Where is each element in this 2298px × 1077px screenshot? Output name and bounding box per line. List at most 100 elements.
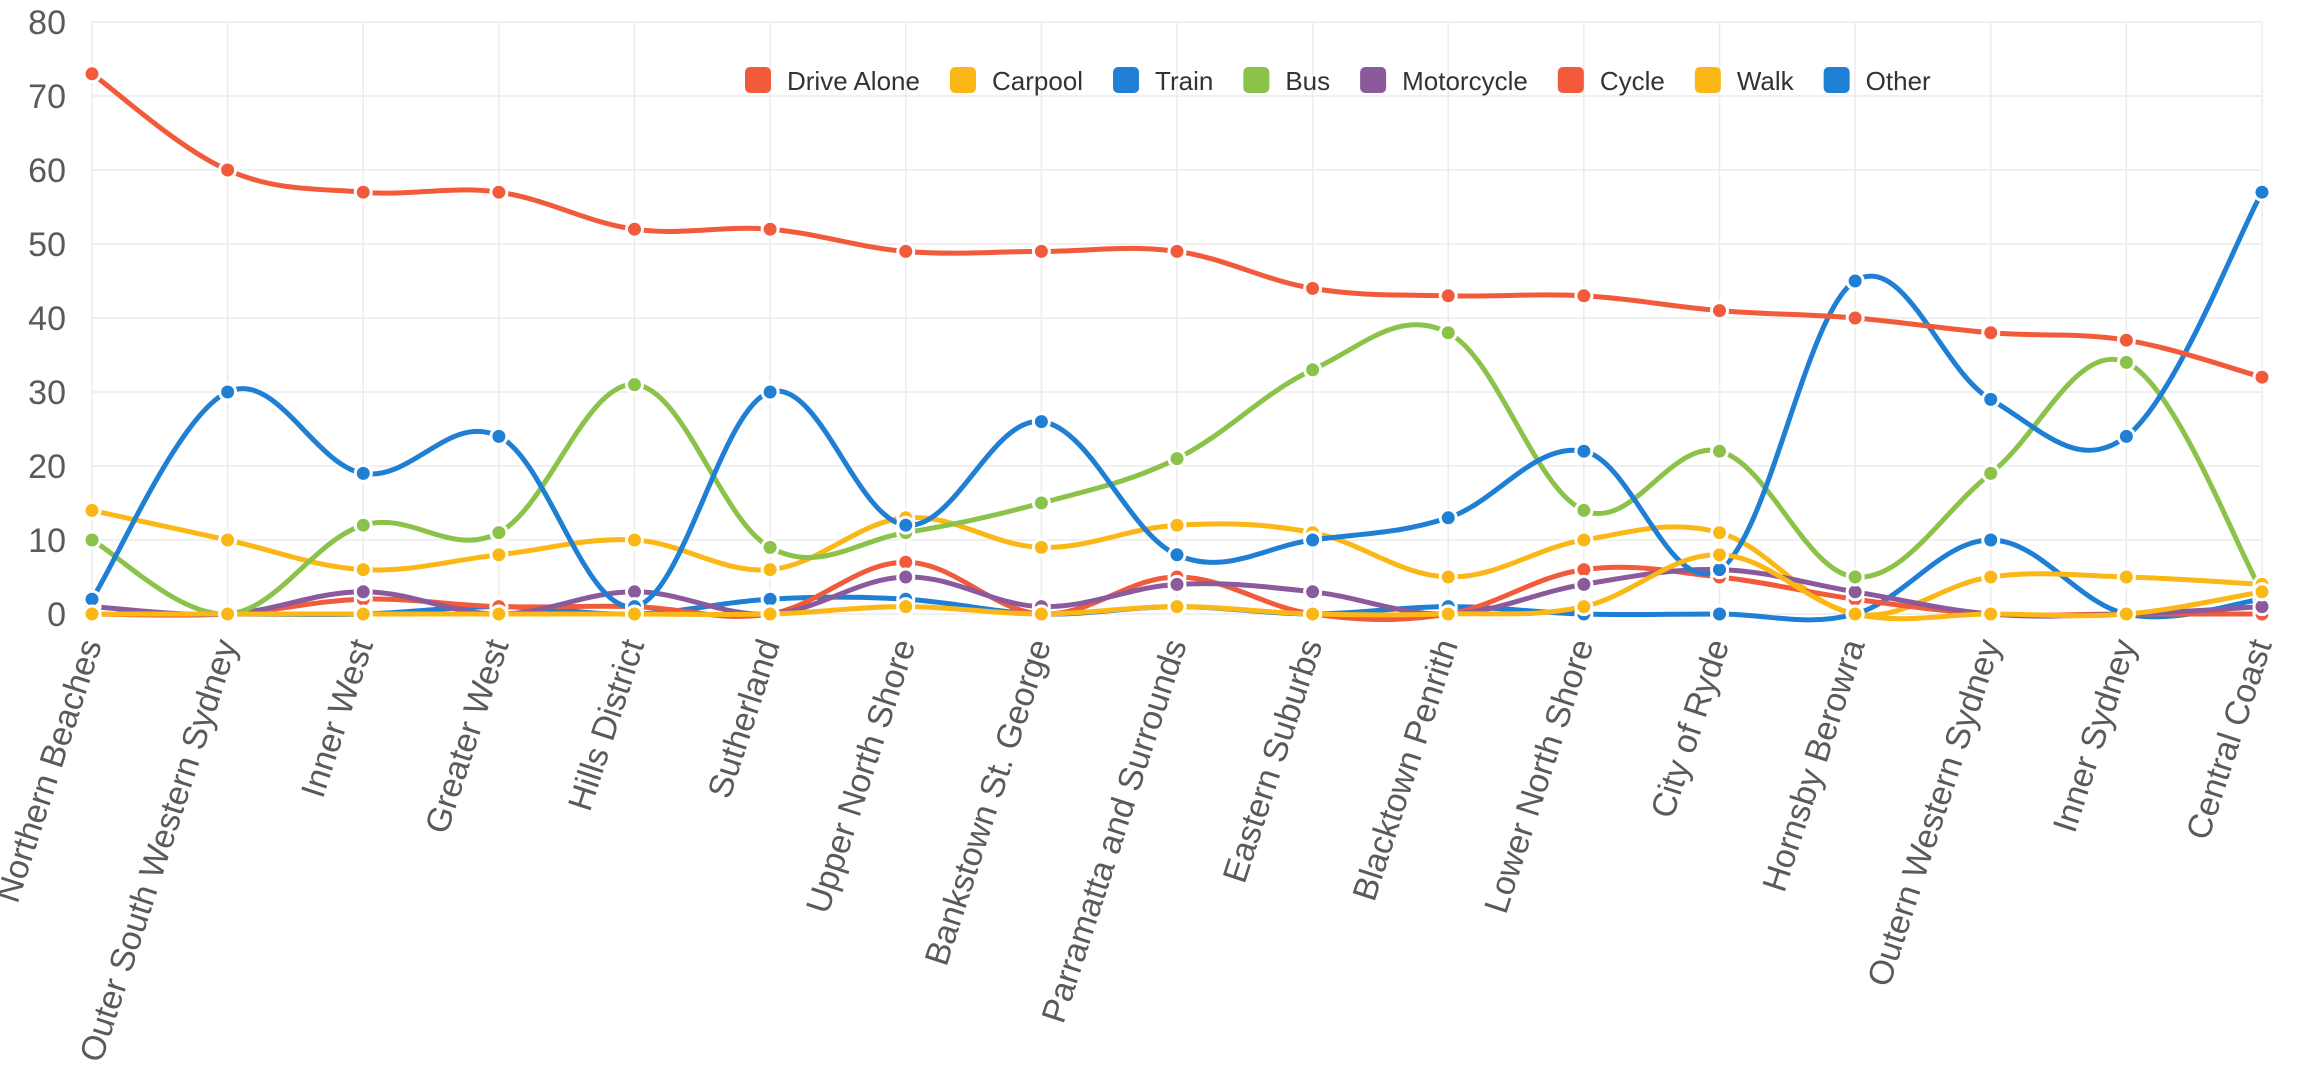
data-point-drive-alone[interactable]	[1031, 241, 1051, 261]
data-point-carpool[interactable]	[82, 604, 102, 624]
legend[interactable]: Drive Alone Carpool Train Bus Motorcycle Cycl…	[745, 66, 1931, 96]
legend-item-train[interactable]: Train	[1113, 66, 1213, 96]
data-point-train[interactable]	[1574, 441, 1594, 461]
data-point-train[interactable]	[1303, 530, 1323, 550]
y-tick-label: 80	[28, 4, 66, 42]
data-point-walk[interactable]	[218, 530, 238, 550]
legend-item-motorcycle[interactable]: Motorcycle	[1360, 66, 1528, 96]
legend-item-cycle[interactable]: Cycle	[1557, 66, 1665, 96]
data-point-bus[interactable]	[489, 523, 509, 543]
data-point-bus[interactable]	[1303, 360, 1323, 380]
data-point-walk[interactable]	[625, 530, 644, 550]
x-tick-label: Lower North Shore	[1477, 635, 1601, 918]
data-point-drive-alone[interactable]	[1981, 323, 2001, 343]
data-point-train[interactable]	[2116, 426, 2136, 446]
data-point-walk[interactable]	[2116, 567, 2136, 587]
data-point-drive-alone[interactable]	[896, 241, 916, 261]
data-point-drive-alone[interactable]	[1167, 241, 1187, 261]
data-point-train[interactable]	[1845, 271, 1865, 291]
data-point-bus[interactable]	[760, 537, 780, 557]
data-point-drive-alone[interactable]	[1845, 308, 1865, 328]
data-point-carpool[interactable]	[1981, 604, 2001, 624]
data-point-motorcycle[interactable]	[1303, 582, 1323, 602]
data-point-bus[interactable]	[625, 375, 644, 395]
data-point-bus[interactable]	[1574, 500, 1594, 520]
data-point-train[interactable]	[760, 382, 780, 402]
data-point-carpool[interactable]	[1710, 545, 1729, 565]
data-point-carpool[interactable]	[218, 604, 238, 624]
data-point-carpool[interactable]	[489, 604, 509, 624]
data-point-train[interactable]	[2252, 182, 2272, 202]
data-point-train[interactable]	[1981, 389, 2001, 409]
data-point-bus[interactable]	[1167, 449, 1187, 469]
legend-label: Train	[1155, 66, 1213, 96]
data-point-train[interactable]	[489, 426, 509, 446]
data-point-carpool[interactable]	[1167, 597, 1187, 617]
y-axis: 0 10 20 30 40 50 60 70 80	[28, 4, 66, 634]
legend-item-other[interactable]: Other	[1823, 66, 1931, 96]
data-point-train[interactable]	[353, 463, 373, 483]
data-point-bus[interactable]	[2116, 352, 2136, 372]
data-point-carpool[interactable]	[2116, 604, 2136, 624]
data-point-drive-alone[interactable]	[2252, 367, 2272, 387]
data-point-bus[interactable]	[1031, 493, 1051, 513]
data-point-drive-alone[interactable]	[1710, 301, 1729, 321]
legend-label: Cycle	[1600, 66, 1665, 96]
data-point-carpool[interactable]	[1438, 604, 1458, 624]
legend-item-drive-alone[interactable]: Drive Alone	[745, 66, 920, 96]
data-point-drive-alone[interactable]	[760, 219, 780, 239]
data-point-drive-alone[interactable]	[218, 160, 238, 180]
data-point-walk[interactable]	[82, 500, 102, 520]
data-point-walk[interactable]	[1438, 567, 1458, 587]
data-point-other[interactable]	[1981, 530, 2001, 550]
data-point-carpool[interactable]	[1845, 604, 1865, 624]
data-point-carpool[interactable]	[1303, 604, 1323, 624]
data-point-walk[interactable]	[1167, 515, 1187, 535]
legend-item-carpool[interactable]: Carpool	[949, 66, 1083, 96]
data-point-walk[interactable]	[1031, 537, 1051, 557]
data-point-carpool[interactable]	[353, 604, 373, 624]
data-point-motorcycle[interactable]	[1167, 574, 1187, 594]
legend-item-bus[interactable]: Bus	[1243, 66, 1330, 96]
data-point-train[interactable]	[218, 382, 238, 402]
data-point-bus[interactable]	[1981, 463, 2001, 483]
data-point-other[interactable]	[1710, 604, 1729, 624]
data-point-bus[interactable]	[353, 515, 373, 535]
data-point-bus[interactable]	[1845, 567, 1865, 587]
data-point-motorcycle[interactable]	[353, 582, 373, 602]
data-point-walk[interactable]	[1710, 523, 1729, 543]
data-point-train[interactable]	[1031, 412, 1051, 432]
data-point-drive-alone[interactable]	[1303, 278, 1323, 298]
data-point-drive-alone[interactable]	[1574, 286, 1594, 306]
data-point-walk[interactable]	[760, 560, 780, 580]
x-tick-label: Sutherland	[701, 635, 788, 803]
data-point-carpool[interactable]	[760, 604, 780, 624]
data-point-drive-alone[interactable]	[353, 182, 373, 202]
data-point-motorcycle[interactable]	[896, 567, 916, 587]
data-point-walk[interactable]	[1981, 567, 2001, 587]
legend-item-walk[interactable]: Walk	[1694, 66, 1795, 96]
data-point-carpool[interactable]	[1574, 597, 1594, 617]
data-point-drive-alone[interactable]	[625, 219, 644, 239]
data-point-bus[interactable]	[1710, 441, 1729, 461]
data-point-bus[interactable]	[82, 530, 102, 550]
data-point-motorcycle[interactable]	[1574, 574, 1594, 594]
legend-label: Other	[1866, 66, 1931, 96]
data-point-walk[interactable]	[1574, 530, 1594, 550]
data-point-walk[interactable]	[353, 560, 373, 580]
data-point-drive-alone[interactable]	[1438, 286, 1458, 306]
data-point-train[interactable]	[1167, 545, 1187, 565]
data-point-carpool[interactable]	[896, 597, 916, 617]
data-point-drive-alone[interactable]	[489, 182, 509, 202]
data-point-carpool[interactable]	[2252, 582, 2272, 602]
data-point-drive-alone[interactable]	[82, 64, 102, 84]
x-tick-label: Blacktown Penrith	[1346, 635, 1466, 906]
data-point-train[interactable]	[1438, 508, 1458, 528]
data-point-drive-alone[interactable]	[2116, 330, 2136, 350]
data-point-train[interactable]	[896, 515, 916, 535]
data-point-carpool[interactable]	[1031, 604, 1051, 624]
data-point-walk[interactable]	[489, 545, 509, 565]
data-point-bus[interactable]	[1438, 323, 1458, 343]
data-point-carpool[interactable]	[625, 604, 644, 624]
